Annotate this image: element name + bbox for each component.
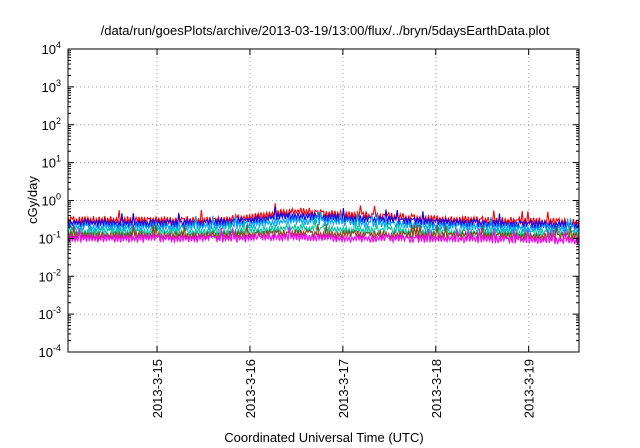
x-tick-label: 2013-3-18 <box>429 359 444 418</box>
x-tick-label: 2013-3-16 <box>243 359 258 418</box>
y-tick-label: 102 <box>42 116 61 133</box>
chart-title: /data/run/goesPlots/archive/2013-03-19/1… <box>101 23 550 38</box>
series-layer <box>67 203 580 245</box>
series-line <box>67 226 580 245</box>
y-tick-label: 10-4 <box>39 343 61 360</box>
grid-layer <box>68 49 579 352</box>
series-line <box>67 203 580 228</box>
y-tick-label: 10-2 <box>39 267 61 284</box>
y-tick-label: 10-1 <box>39 229 61 246</box>
series-line <box>67 211 580 234</box>
y-tick-label: 103 <box>42 78 61 95</box>
x-tick-label: 2013-3-17 <box>336 359 351 418</box>
x-axis-label: Coordinated Universal Time (UTC) <box>224 430 423 445</box>
y-axis-label: cGy/day <box>25 176 40 224</box>
x-tick-label: 2013-3-19 <box>522 359 537 418</box>
y-tick-label: 100 <box>42 192 61 209</box>
x-tick-label: 2013-3-15 <box>150 359 165 418</box>
y-tick-label: 104 <box>42 40 61 57</box>
series-line <box>67 206 580 231</box>
y-tick-label: 10-3 <box>39 305 61 322</box>
ticks-layer: 10-4 10-3 10-2 10-1 100 101 102 103 104 2013-3-15… <box>39 40 579 418</box>
y-tick-label: 101 <box>42 154 61 171</box>
